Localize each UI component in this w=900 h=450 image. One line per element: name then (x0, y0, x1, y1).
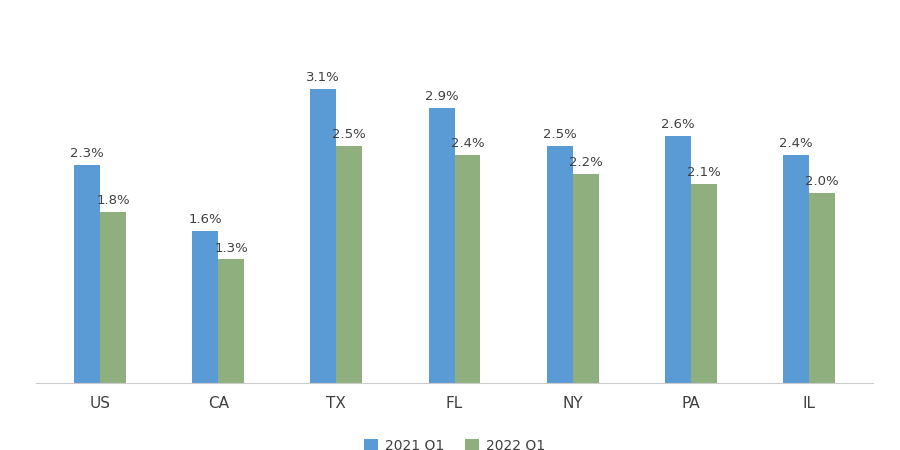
Bar (218, 259, 244, 382)
Text: 1.6%: 1.6% (188, 213, 222, 226)
Text: 2.5%: 2.5% (543, 128, 577, 141)
Text: 3.1%: 3.1% (307, 71, 340, 84)
Legend: 2021 Q1, 2022 Q1: 2021 Q1, 2022 Q1 (358, 432, 551, 450)
Bar (310, 89, 337, 382)
Text: 1.8%: 1.8% (96, 194, 130, 207)
Bar (546, 146, 572, 382)
Bar (337, 146, 363, 382)
Text: 1.3%: 1.3% (214, 242, 248, 255)
Bar (809, 193, 835, 382)
Text: 2.9%: 2.9% (425, 90, 458, 103)
Bar (691, 184, 716, 382)
Bar (454, 155, 481, 382)
Bar (428, 108, 454, 382)
Bar (193, 231, 218, 382)
Bar (74, 165, 100, 382)
Text: 2.2%: 2.2% (569, 156, 602, 169)
Text: 2.4%: 2.4% (451, 137, 484, 150)
Text: 2.6%: 2.6% (661, 118, 695, 131)
Text: 2.0%: 2.0% (806, 176, 839, 188)
Text: 2.5%: 2.5% (332, 128, 366, 141)
Text: 2.3%: 2.3% (70, 147, 104, 160)
Bar (572, 174, 598, 382)
Bar (783, 155, 809, 382)
Bar (665, 136, 691, 382)
Text: 2.4%: 2.4% (779, 137, 813, 150)
Bar (100, 212, 126, 382)
Text: 2.1%: 2.1% (687, 166, 721, 179)
